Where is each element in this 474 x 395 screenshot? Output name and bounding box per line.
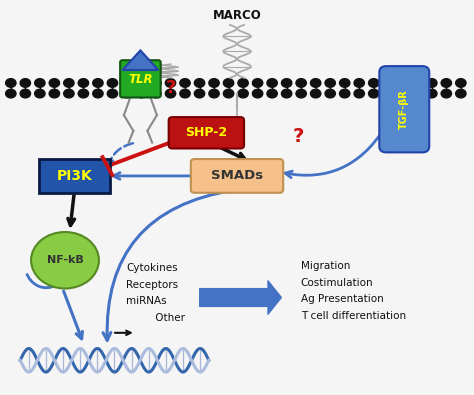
Circle shape xyxy=(238,79,248,87)
Text: Receptors: Receptors xyxy=(126,280,178,290)
Circle shape xyxy=(296,89,306,98)
Text: NF-kB: NF-kB xyxy=(46,255,83,265)
FancyBboxPatch shape xyxy=(191,159,283,193)
FancyBboxPatch shape xyxy=(169,117,244,149)
Circle shape xyxy=(223,79,234,87)
Circle shape xyxy=(441,89,452,98)
Text: miRNAs: miRNAs xyxy=(126,296,167,306)
Circle shape xyxy=(35,79,45,87)
Text: Costimulation: Costimulation xyxy=(301,278,373,288)
Text: Ag Presentation: Ag Presentation xyxy=(301,294,383,304)
Circle shape xyxy=(398,79,408,87)
Circle shape xyxy=(369,89,379,98)
Circle shape xyxy=(253,79,263,87)
Circle shape xyxy=(296,79,306,87)
Circle shape xyxy=(383,89,393,98)
Circle shape xyxy=(194,79,205,87)
Text: T cell differentiation: T cell differentiation xyxy=(301,310,406,321)
Circle shape xyxy=(209,79,219,87)
Circle shape xyxy=(151,79,161,87)
Circle shape xyxy=(151,89,161,98)
Text: Cytokines: Cytokines xyxy=(126,263,178,273)
Circle shape xyxy=(412,89,422,98)
Text: MARCO: MARCO xyxy=(213,9,261,22)
Circle shape xyxy=(282,89,292,98)
Circle shape xyxy=(325,79,336,87)
Circle shape xyxy=(456,79,466,87)
Circle shape xyxy=(339,79,350,87)
Circle shape xyxy=(267,89,277,98)
Circle shape xyxy=(6,79,16,87)
Circle shape xyxy=(165,79,176,87)
Circle shape xyxy=(64,79,74,87)
Circle shape xyxy=(282,79,292,87)
Circle shape xyxy=(238,89,248,98)
Circle shape xyxy=(180,89,190,98)
Circle shape xyxy=(35,89,45,98)
Circle shape xyxy=(31,232,99,288)
Circle shape xyxy=(325,89,336,98)
Circle shape xyxy=(78,89,89,98)
Text: SHP-2: SHP-2 xyxy=(185,126,228,139)
Circle shape xyxy=(93,89,103,98)
Text: PI3K: PI3K xyxy=(56,169,92,183)
Circle shape xyxy=(412,79,422,87)
Circle shape xyxy=(78,79,89,87)
Text: SMADs: SMADs xyxy=(211,169,263,182)
Circle shape xyxy=(180,79,190,87)
Circle shape xyxy=(383,79,393,87)
Text: Other: Other xyxy=(126,312,185,323)
Circle shape xyxy=(310,89,321,98)
Circle shape xyxy=(427,89,437,98)
Circle shape xyxy=(209,89,219,98)
Circle shape xyxy=(122,89,132,98)
Circle shape xyxy=(310,79,321,87)
Circle shape xyxy=(137,79,146,87)
Circle shape xyxy=(20,89,30,98)
Text: TGF-βR: TGF-βR xyxy=(399,89,409,129)
Circle shape xyxy=(93,79,103,87)
Circle shape xyxy=(427,79,437,87)
Circle shape xyxy=(223,89,234,98)
Circle shape xyxy=(456,89,466,98)
Polygon shape xyxy=(122,51,158,70)
Circle shape xyxy=(6,89,16,98)
Circle shape xyxy=(354,89,365,98)
Circle shape xyxy=(165,89,176,98)
FancyBboxPatch shape xyxy=(39,159,110,193)
Circle shape xyxy=(369,79,379,87)
FancyBboxPatch shape xyxy=(120,60,161,98)
Circle shape xyxy=(107,89,118,98)
Circle shape xyxy=(20,79,30,87)
Circle shape xyxy=(267,79,277,87)
Circle shape xyxy=(194,89,205,98)
Text: ?: ? xyxy=(166,79,176,97)
Circle shape xyxy=(441,79,452,87)
Circle shape xyxy=(64,89,74,98)
Text: TLR: TLR xyxy=(128,73,153,86)
Circle shape xyxy=(398,89,408,98)
FancyBboxPatch shape xyxy=(379,66,429,152)
Text: ?: ? xyxy=(292,127,304,146)
Circle shape xyxy=(339,89,350,98)
Circle shape xyxy=(253,89,263,98)
Circle shape xyxy=(49,89,60,98)
Circle shape xyxy=(122,79,132,87)
Circle shape xyxy=(137,89,146,98)
Circle shape xyxy=(354,79,365,87)
Text: Migration: Migration xyxy=(301,261,350,271)
Circle shape xyxy=(107,79,118,87)
Circle shape xyxy=(49,79,60,87)
